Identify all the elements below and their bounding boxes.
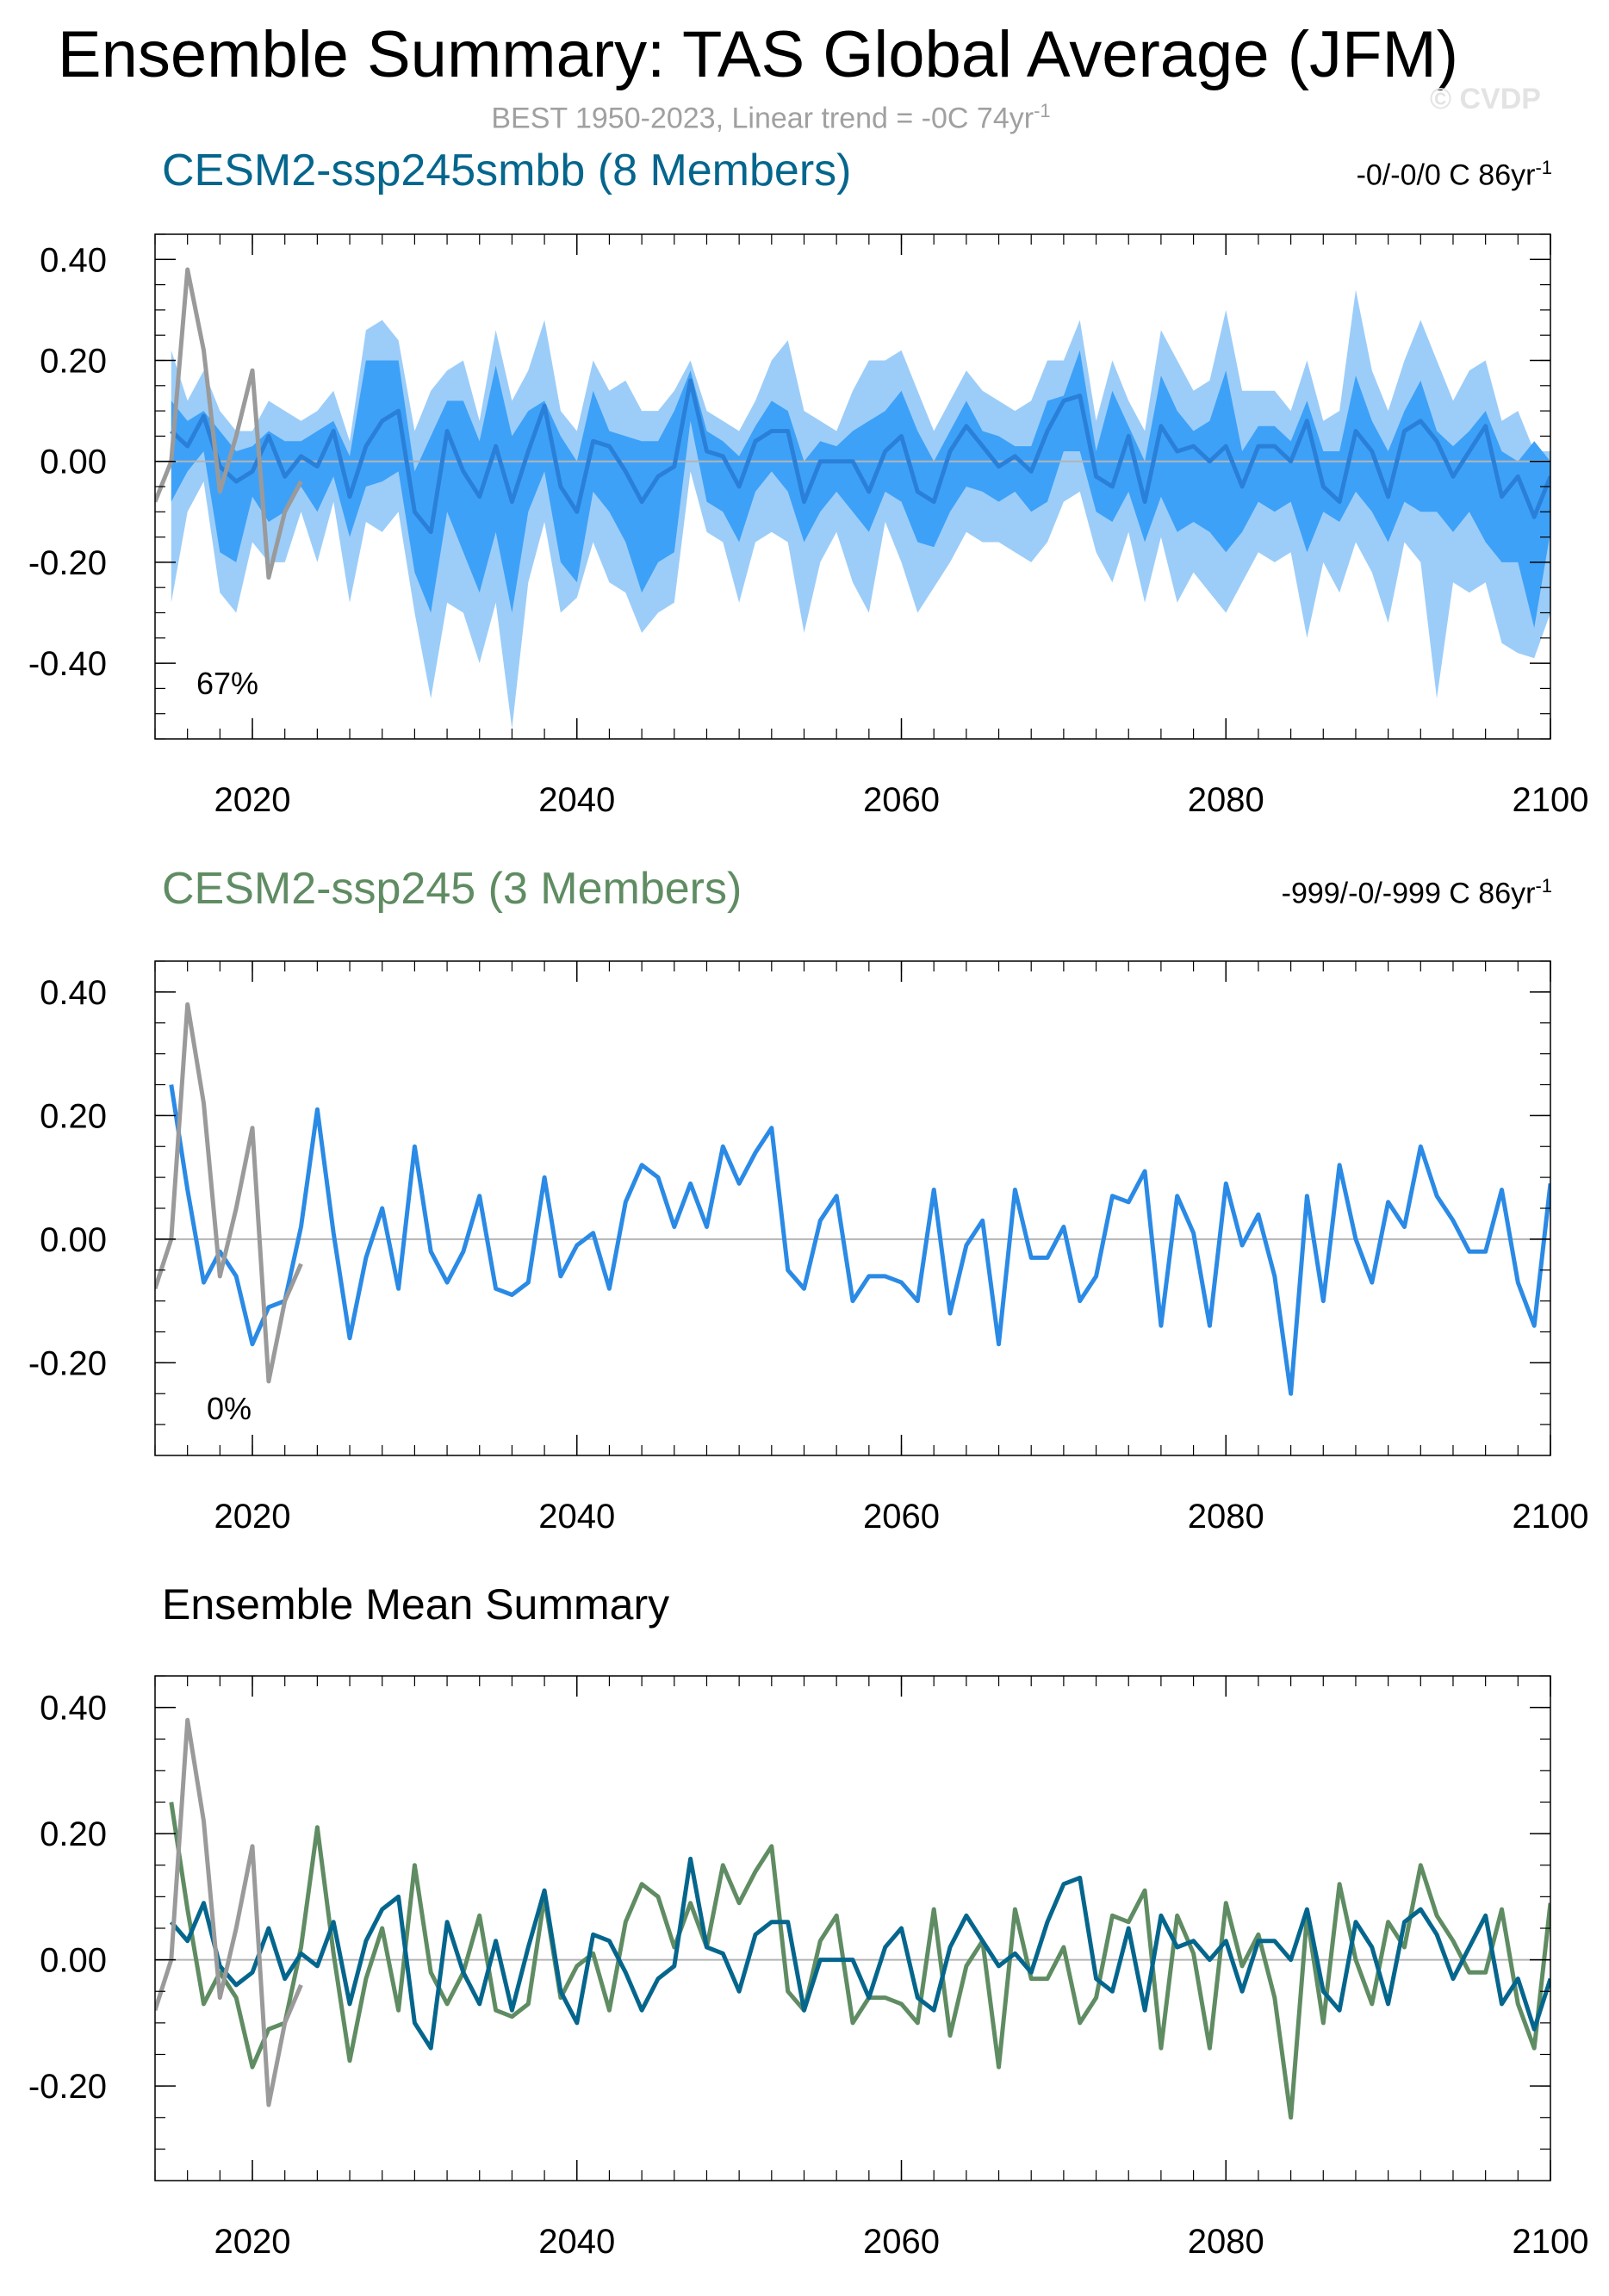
panel3-title: Ensemble Mean Summary (162, 1580, 670, 1629)
x-tick-label: 2080 (1188, 2223, 1264, 2261)
panel1-title: CESM2-ssp245smbb (8 Members) (162, 146, 852, 195)
series-line-ensemble-mean (169, 1084, 1550, 1396)
series-line-cesm2-smbb-mean (169, 1856, 1550, 2051)
y-tick-label: -0.20 (28, 1344, 107, 1382)
panel1-trend-superscript: -1 (1535, 157, 1552, 178)
y-tick-label: 0.40 (40, 241, 107, 279)
y-tick-label: 0.00 (40, 444, 107, 481)
series-line-observations (155, 1717, 303, 2107)
x-tick-label: 2060 (863, 2223, 940, 2261)
y-tick-label: 0.00 (40, 1942, 107, 1980)
chart-panel-3: -0.20 0.00 0.20 0.40 2020 2040 2060 2080 2100 (28, 1675, 1589, 2261)
plot-area (155, 1717, 1550, 2120)
percent-label: 67% (196, 666, 258, 701)
x-tick-label: 2060 (863, 1498, 940, 1536)
y-tick-label: -0.40 (28, 645, 107, 683)
x-tick-label: 2020 (214, 781, 291, 819)
chart-panel-1: -0.40 -0.20 0.00 0.20 0.40 2020 2040 2060 2080 21… (28, 233, 1589, 819)
panel2-trend-superscript: -1 (1535, 875, 1552, 897)
subtitle-text: BEST 1950-2023, Linear trend = -0C 74yr (491, 102, 1034, 135)
spread-band-inner (171, 350, 1550, 629)
x-tick-label: 2040 (538, 1498, 615, 1536)
x-tick-label: 2080 (1188, 1498, 1264, 1536)
x-tick-label: 2100 (1513, 2223, 1589, 2261)
series-line-cesm2-ssp245-mean (169, 1802, 1550, 2120)
y-tick-label: 0.40 (40, 1690, 107, 1728)
panel1-trend-text: -0/-0/0 C 86yr-1 (1206, 157, 1552, 192)
panel1-trend-value: -0/-0/0 C 86yr (1356, 158, 1536, 192)
x-tick-label: 2100 (1513, 1498, 1589, 1536)
panel2-trend-value: -999/-0/-999 C 86yr (1281, 877, 1536, 910)
y-tick-label: -0.20 (28, 544, 107, 582)
y-tick-label: 0.40 (40, 974, 107, 1012)
subtitle-superscript: -1 (1034, 100, 1051, 121)
x-tick-label: 2040 (538, 2223, 615, 2261)
watermark: © CVDP (1430, 83, 1541, 115)
x-tick-label: 2020 (214, 1498, 291, 1536)
y-tick-label: 0.20 (40, 1097, 107, 1135)
x-tick-label: 2060 (863, 781, 940, 819)
series-line-ensemble-mean (170, 378, 1550, 535)
plot-frame (154, 1675, 1551, 2181)
plot-area (155, 267, 1550, 729)
x-tick-label: 2020 (214, 2223, 291, 2261)
y-tick-label: 0.20 (40, 1815, 107, 1853)
figure-title: Ensemble Summary: TAS Global Average (JF… (57, 18, 1459, 91)
chart-panel-2: -0.20 0.00 0.20 0.40 2020 2040 2060 2080 2100 0% (28, 960, 1589, 1536)
x-tick-label: 2100 (1513, 781, 1589, 819)
y-tick-label: -0.20 (28, 2068, 107, 2106)
x-tick-label: 2040 (538, 781, 615, 819)
x-tick-label: 2080 (1188, 781, 1264, 819)
plot-frame (154, 960, 1551, 1456)
panel2-trend-text: -999/-0/-999 C 86yr-1 (1120, 875, 1552, 910)
series-line-observations (155, 267, 303, 580)
figure-subtitle: BEST 1950-2023, Linear trend = -0C 74yr-… (0, 100, 1542, 135)
y-tick-label: 0.20 (40, 343, 107, 381)
y-tick-label: 0.00 (40, 1221, 107, 1259)
plot-area (155, 1002, 1550, 1396)
percent-label: 0% (207, 1391, 252, 1426)
panel2-title: CESM2-ssp245 (3 Members) (162, 864, 742, 914)
series-line-observations (155, 1002, 303, 1384)
